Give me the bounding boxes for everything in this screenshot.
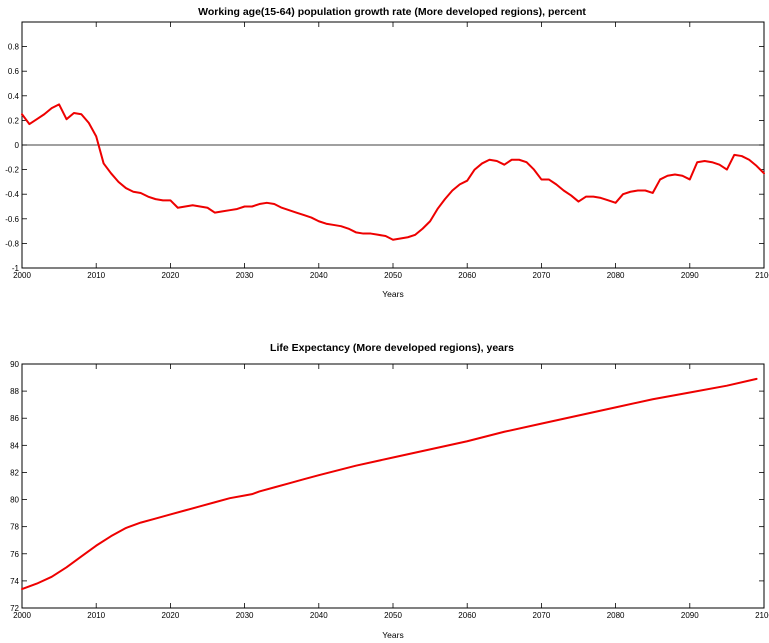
ticks xyxy=(21,363,765,609)
y-tick-label: 0 xyxy=(15,141,20,150)
x-tick-label: 2070 xyxy=(533,271,551,280)
x-tick-label: 2090 xyxy=(681,271,699,280)
x-tick-label: 2000 xyxy=(13,271,31,280)
y-tick-label: 0.6 xyxy=(8,67,20,76)
x-tick-label: 2080 xyxy=(607,271,625,280)
y-tick-label: 74 xyxy=(10,577,19,586)
chart-title: Life Expectancy (More developed regions)… xyxy=(270,342,514,354)
y-tick-label: 90 xyxy=(10,360,19,369)
y-tick-label: 72 xyxy=(10,604,19,613)
y-tick-label: 78 xyxy=(10,523,19,532)
y-tick-label: 84 xyxy=(10,441,19,450)
growth-rate-panel: Working age(15-64) population growth rat… xyxy=(5,6,769,299)
y-tick-label: 82 xyxy=(10,468,19,477)
x-tick-label: 2070 xyxy=(533,611,551,620)
x-tick-label: 2020 xyxy=(162,611,180,620)
y-tick-label: -0.2 xyxy=(5,166,19,175)
x-tick-label: 2040 xyxy=(310,611,328,620)
y-tick-labels: 72 74 76 78 80 82 84 86 88 90 xyxy=(10,360,19,613)
chart-title: Working age(15-64) population growth rat… xyxy=(198,6,586,18)
y-tick-label: 88 xyxy=(10,387,19,396)
x-tick-label: 2050 xyxy=(384,271,402,280)
y-tick-label: 0.8 xyxy=(8,43,20,52)
x-tick-label: 2010 xyxy=(87,271,105,280)
x-tick-label: 2040 xyxy=(310,271,328,280)
x-tick-label: 2020 xyxy=(162,271,180,280)
x-axis-label: Years xyxy=(382,630,403,640)
x-tick-labels: 2000 2010 2020 2030 2040 2050 2060 2070 2080 2090… xyxy=(13,271,769,280)
x-tick-label: 2080 xyxy=(607,611,625,620)
x-tick-label: 2000 xyxy=(13,611,31,620)
x-tick-label: 2030 xyxy=(236,611,254,620)
x-tick-labels: 2000 2010 2020 2030 2040 2050 2060 2070 2080 2090… xyxy=(13,611,769,620)
x-tick-label: 2090 xyxy=(681,611,699,620)
growth-rate-line xyxy=(21,103,765,241)
y-tick-label: 80 xyxy=(10,496,19,505)
plot-area xyxy=(21,363,765,609)
y-tick-label: -0.4 xyxy=(5,190,19,199)
x-tick-label: 2060 xyxy=(458,271,476,280)
x-tick-label: 2050 xyxy=(384,611,402,620)
y-tick-label: 76 xyxy=(10,550,19,559)
y-tick-labels: -1 -0.8 -0.6 -0.4 -0.2 0 0.2 0.4 0.6 0.8 xyxy=(5,43,19,273)
life-expectancy-panel: Life Expectancy (More developed regions)… xyxy=(10,342,769,640)
life-expectancy-line xyxy=(21,377,758,591)
y-tick-label: -0.8 xyxy=(5,239,19,248)
y-tick-label: -0.6 xyxy=(5,215,19,224)
x-tick-label: 2060 xyxy=(458,611,476,620)
y-tick-label: -1 xyxy=(12,264,20,273)
x-tick-label: 2100 xyxy=(755,271,769,280)
x-tick-label: 2010 xyxy=(87,611,105,620)
x-tick-label: 2100 xyxy=(755,611,769,620)
y-tick-label: 0.2 xyxy=(8,116,20,125)
y-tick-label: 86 xyxy=(10,414,19,423)
x-tick-label: 2030 xyxy=(236,271,254,280)
x-axis-label: Years xyxy=(382,289,403,299)
y-tick-label: 0.4 xyxy=(8,92,20,101)
